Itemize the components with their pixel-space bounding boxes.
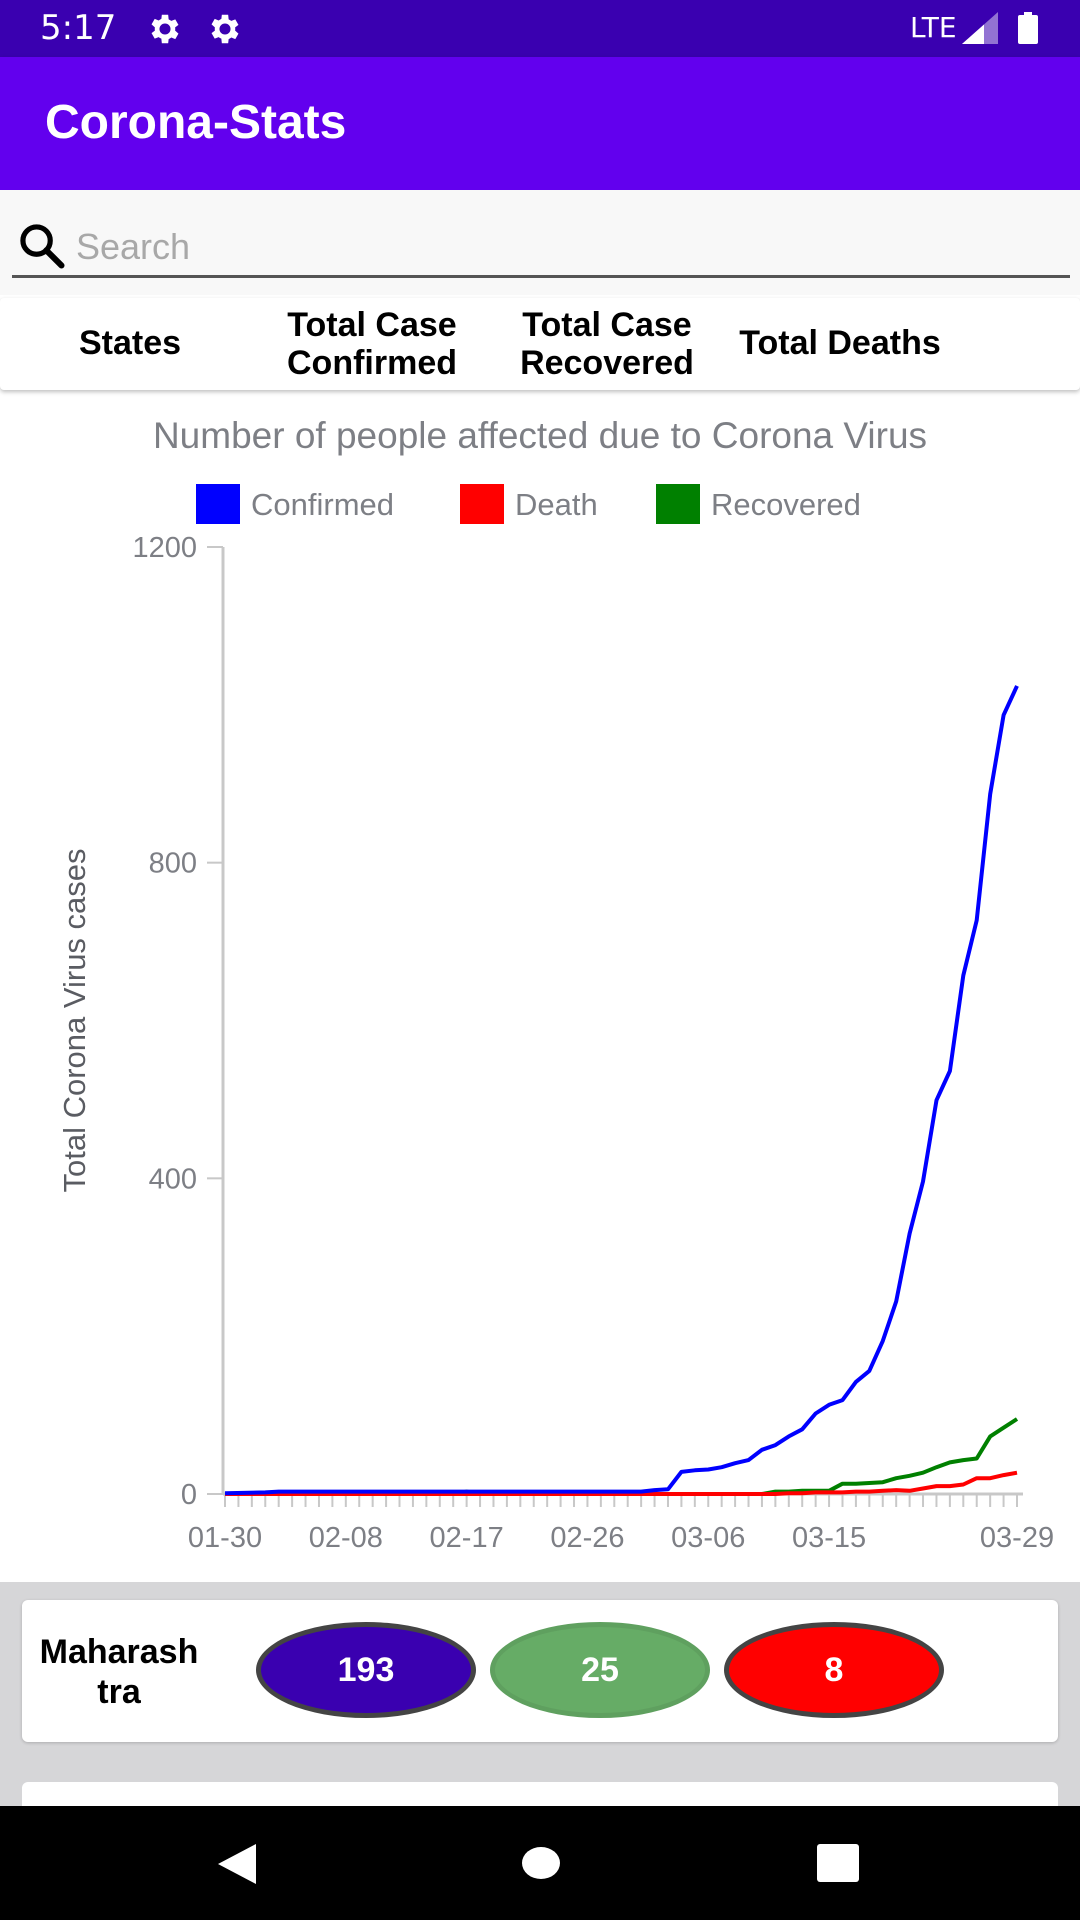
search-underline bbox=[12, 275, 1070, 278]
header-total-confirmed: Total Case Confirmed bbox=[287, 306, 457, 382]
x-tick-label: 02-26 bbox=[550, 1522, 624, 1554]
x-tick-label: 03-29 bbox=[980, 1522, 1054, 1554]
x-tick-label: 01-30 bbox=[188, 1522, 262, 1554]
x-tick-label: 03-06 bbox=[671, 1522, 745, 1554]
deaths-count-badge: 8 bbox=[724, 1622, 944, 1718]
status-time: 5:17 bbox=[40, 8, 117, 48]
legend-label: Death bbox=[515, 487, 598, 522]
search-icon bbox=[20, 224, 65, 269]
legend-label: Confirmed bbox=[251, 487, 394, 522]
state-list: Maharashtra 193 25 8 bbox=[0, 1582, 1080, 1812]
y-tick-label: 400 bbox=[149, 1163, 197, 1195]
chart-container: Number of people affected due to Corona … bbox=[0, 398, 1080, 1580]
x-tick-label: 02-17 bbox=[430, 1522, 504, 1554]
line-chart: Number of people affected due to Corona … bbox=[57, 415, 1054, 1554]
search-input[interactable] bbox=[76, 220, 1056, 274]
legend-swatch bbox=[196, 484, 240, 524]
y-axis-label: Total Corona Virus cases bbox=[57, 848, 92, 1192]
legend-swatch bbox=[460, 484, 504, 524]
y-tick-label: 800 bbox=[149, 848, 197, 880]
battery-icon bbox=[1018, 12, 1038, 44]
recovered-count-badge: 25 bbox=[490, 1622, 710, 1718]
chart-title: Number of people affected due to Corona … bbox=[153, 415, 927, 456]
home-icon[interactable] bbox=[521, 1846, 561, 1880]
y-tick-label: 1200 bbox=[132, 532, 197, 564]
series-line-recovered bbox=[225, 1417, 1019, 1496]
y-tick-label: 0 bbox=[181, 1479, 197, 1511]
app-bar: Corona-Stats bbox=[0, 57, 1080, 190]
series-line-confirmed bbox=[224, 685, 1019, 1496]
header-states: States bbox=[78, 324, 182, 362]
app-title: Corona-Stats bbox=[45, 96, 347, 149]
x-tick-label: 03-15 bbox=[792, 1522, 866, 1554]
header-total-deaths: Total Deaths bbox=[739, 324, 941, 362]
status-bar: 5:17 LTE bbox=[0, 0, 1080, 57]
search-bar bbox=[0, 190, 1080, 295]
header-total-recovered: Total Case Recovered bbox=[520, 306, 694, 382]
legend-swatch bbox=[656, 484, 700, 524]
network-type: LTE bbox=[910, 11, 957, 44]
back-icon[interactable] bbox=[216, 1842, 260, 1886]
recents-icon[interactable] bbox=[817, 1844, 859, 1882]
navigation-bar bbox=[0, 1806, 1080, 1920]
confirmed-count-badge: 193 bbox=[256, 1622, 476, 1718]
state-name: Maharashtra bbox=[39, 1633, 199, 1711]
legend-label: Recovered bbox=[711, 487, 861, 522]
table-header: States Total Case Confirmed Total Case R… bbox=[0, 298, 1080, 390]
gear-icon bbox=[211, 14, 239, 44]
gear-icon bbox=[151, 14, 179, 44]
signal-icon bbox=[962, 12, 998, 44]
series-line-death bbox=[225, 1470, 1018, 1496]
list-item[interactable]: Maharashtra 193 25 8 bbox=[22, 1600, 1058, 1742]
x-tick-label: 02-08 bbox=[309, 1522, 383, 1554]
